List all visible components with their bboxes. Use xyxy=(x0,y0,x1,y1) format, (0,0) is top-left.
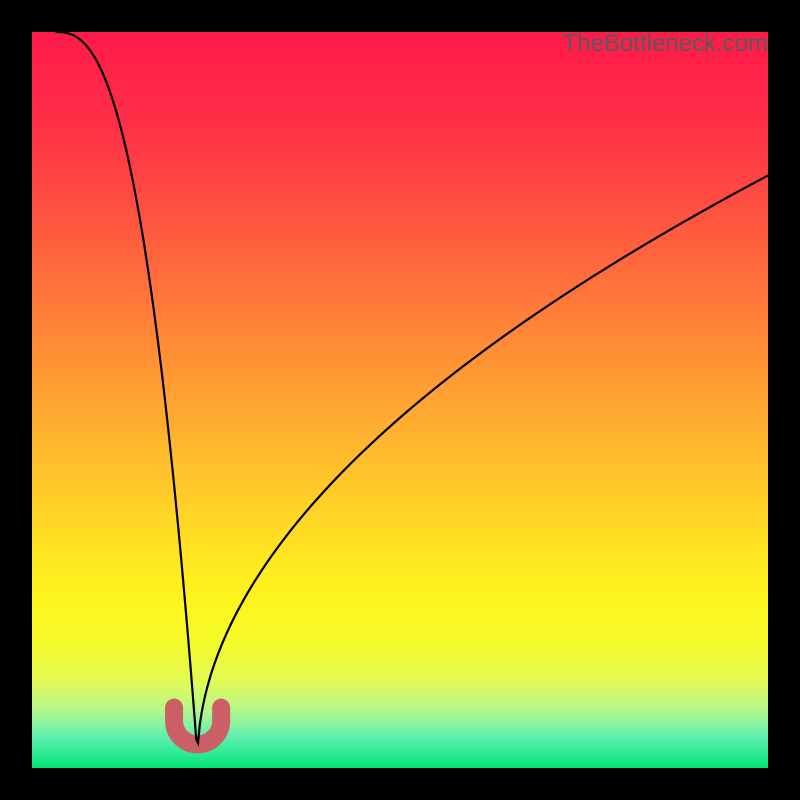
bottleneck-curve xyxy=(56,32,768,743)
watermark-text: TheBottleneck.com xyxy=(563,30,768,58)
chart-frame: TheBottleneck.com xyxy=(0,0,800,800)
curve-layer xyxy=(32,32,768,768)
plot-area: TheBottleneck.com xyxy=(32,32,768,768)
